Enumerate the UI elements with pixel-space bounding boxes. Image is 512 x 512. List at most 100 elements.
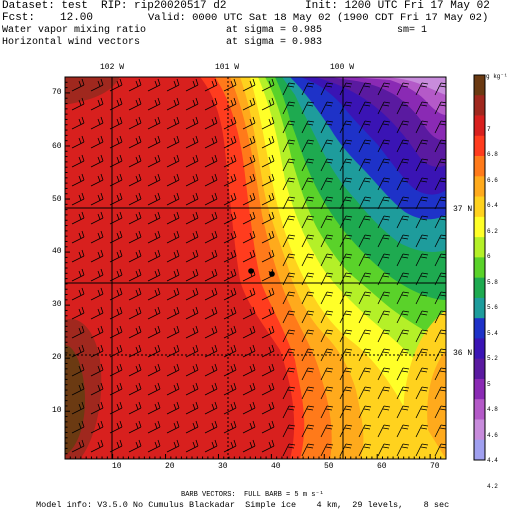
wind-barb — [377, 120, 391, 134]
wind-barb — [320, 139, 334, 153]
wind-barb — [242, 97, 256, 111]
wind-barb — [301, 310, 315, 324]
wind-barb — [242, 420, 256, 434]
wind-barb — [223, 192, 237, 206]
wind-barb — [358, 177, 372, 191]
wind-barb — [204, 230, 218, 244]
wind-barb — [415, 82, 429, 96]
wind-barb — [320, 101, 334, 115]
wind-barb — [128, 230, 142, 244]
wind-barb — [147, 173, 161, 187]
field1-name: Water vapor mixing ratio — [2, 25, 147, 36]
wind-barb — [90, 401, 104, 415]
wind-barb — [223, 249, 237, 263]
wind-barb — [128, 249, 142, 263]
wind-barb — [204, 135, 218, 149]
wind-barb — [261, 230, 275, 244]
wind-barb — [358, 253, 372, 267]
wind-barb — [282, 139, 296, 153]
wind-barb — [261, 97, 275, 111]
y-tick-label: 70 — [52, 88, 62, 97]
wind-barb — [128, 382, 142, 396]
wind-barb — [396, 348, 410, 362]
wind-barb — [204, 344, 218, 358]
wind-barb — [166, 116, 180, 130]
wind-barb — [377, 367, 391, 381]
wind-barb — [128, 192, 142, 206]
wind-barb — [301, 101, 315, 115]
wind-barb — [358, 196, 372, 210]
wind-barb — [204, 306, 218, 320]
wind-barb — [166, 249, 180, 263]
wind-barb — [282, 158, 296, 172]
wind-barb — [166, 230, 180, 244]
wind-barb — [223, 344, 237, 358]
wind-barb — [90, 249, 104, 263]
wind-barb — [415, 139, 429, 153]
wind-barb — [261, 192, 275, 206]
wind-barb — [185, 268, 199, 282]
x-tick-label: 20 — [165, 462, 175, 471]
wind-barb — [301, 291, 315, 305]
wind-barb — [166, 344, 180, 358]
init-line: Init: 1200 UTC Fri 17 May 02 — [305, 0, 490, 12]
wind-barb — [128, 325, 142, 339]
wind-barb — [166, 211, 180, 225]
x-tick-label: 30 — [218, 462, 228, 471]
wind-barb — [261, 382, 275, 396]
wind-barb — [90, 420, 104, 434]
wind-barb — [415, 310, 429, 324]
wind-barb — [71, 268, 85, 282]
wind-barb — [415, 424, 429, 438]
wind-barb — [242, 211, 256, 225]
colorbar-swatch — [474, 277, 485, 299]
wind-barb — [71, 97, 85, 111]
wind-barb — [261, 135, 275, 149]
wind-barb — [434, 215, 446, 229]
wind-barb — [282, 120, 296, 134]
wind-barb — [147, 249, 161, 263]
wind-barb — [301, 196, 315, 210]
wind-barb — [396, 158, 410, 172]
wind-barb — [71, 78, 85, 92]
colorbar-swatch — [474, 216, 485, 238]
wind-barb — [320, 177, 334, 191]
colorbar-label: 6.2 — [487, 227, 498, 235]
wind-barb — [301, 367, 315, 381]
colorbar-swatch — [474, 75, 485, 96]
field1-extra: sm= 1 — [397, 25, 428, 36]
lon-label-102w: 102 W — [100, 63, 125, 72]
wind-barb — [320, 443, 334, 457]
wind-barb — [358, 329, 372, 343]
wind-barb — [71, 344, 85, 358]
wind-barb — [166, 306, 180, 320]
wind-barb — [261, 439, 275, 453]
wind-barb — [147, 439, 161, 453]
colorbar-swatch — [474, 318, 485, 339]
wind-barb — [223, 230, 237, 244]
wind-barb — [204, 249, 218, 263]
wind-barb — [223, 173, 237, 187]
wind-barb — [147, 192, 161, 206]
colorbar-label: 4.8 — [487, 406, 498, 413]
wind-barb — [185, 439, 199, 453]
wind-barb — [71, 192, 85, 206]
colorbar-label: 6.4 — [487, 202, 498, 209]
colorbar-label: 6.6 — [487, 176, 498, 184]
colorbar-label: 5 — [487, 380, 491, 388]
colorbar-swatch — [474, 439, 485, 461]
wind-barb — [434, 139, 446, 153]
colorbar-swatch — [474, 297, 485, 319]
wind-barb — [223, 306, 237, 320]
wind-barb — [185, 382, 199, 396]
wind-barb — [90, 192, 104, 206]
wind-barb — [396, 443, 410, 457]
wind-barb — [204, 420, 218, 434]
wind-barb — [223, 382, 237, 396]
wind-barb — [90, 211, 104, 225]
wind-barb — [242, 78, 256, 92]
wind-barb — [396, 234, 410, 248]
x-tick-label: 50 — [324, 462, 334, 471]
wind-barb — [147, 116, 161, 130]
wind-barb — [396, 310, 410, 324]
